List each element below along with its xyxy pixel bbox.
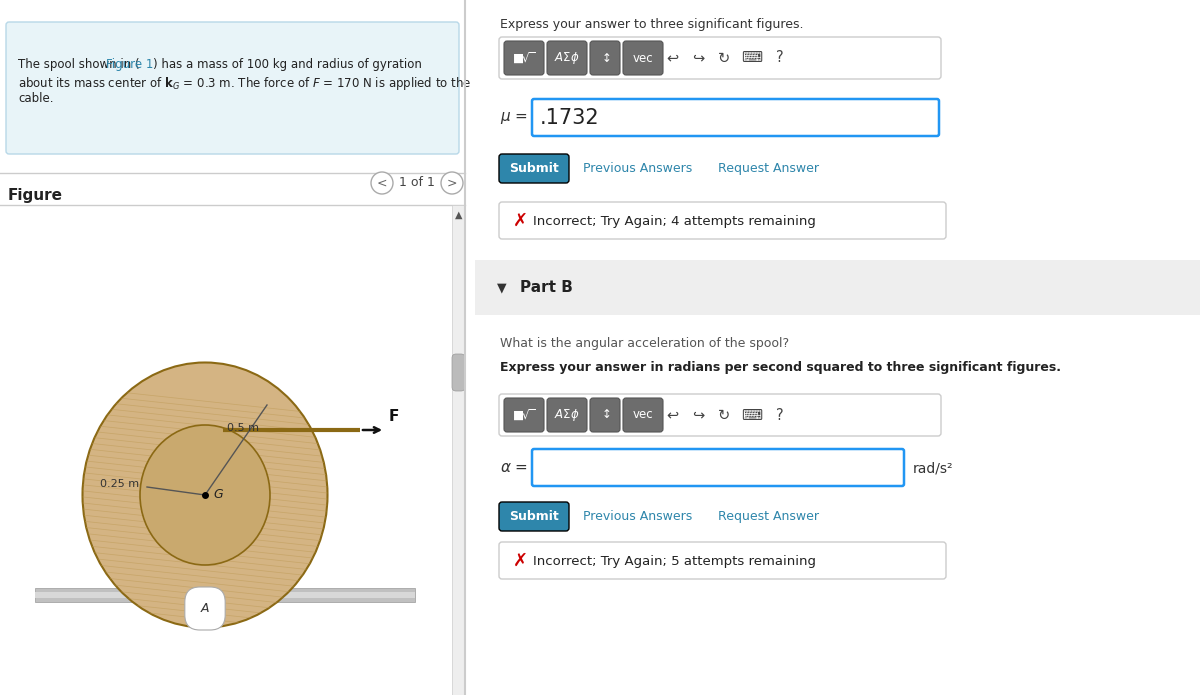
FancyBboxPatch shape xyxy=(590,41,620,75)
Text: ✗: ✗ xyxy=(514,552,528,570)
FancyBboxPatch shape xyxy=(6,22,458,154)
FancyBboxPatch shape xyxy=(623,398,662,432)
Text: ⌨: ⌨ xyxy=(742,407,762,423)
FancyBboxPatch shape xyxy=(504,41,544,75)
FancyBboxPatch shape xyxy=(547,398,587,432)
FancyBboxPatch shape xyxy=(499,542,946,579)
Text: 1 of 1: 1 of 1 xyxy=(400,177,434,190)
Text: $\updownarrow$: $\updownarrow$ xyxy=(599,409,611,421)
Bar xyxy=(35,592,415,598)
Text: Part B: Part B xyxy=(520,281,572,295)
Text: ▼: ▼ xyxy=(497,281,506,295)
FancyBboxPatch shape xyxy=(547,41,587,75)
FancyBboxPatch shape xyxy=(532,99,940,136)
Circle shape xyxy=(371,172,394,194)
Bar xyxy=(475,0,1200,695)
Bar xyxy=(475,315,1200,695)
Text: Express your answer in radians per second squared to three significant figures.: Express your answer in radians per secon… xyxy=(500,361,1061,374)
Text: $\blacksquare\!\sqrt{\,}$: $\blacksquare\!\sqrt{\,}$ xyxy=(512,51,535,65)
Bar xyxy=(452,205,466,695)
Text: ) has a mass of 100 kg and radius of gyration: ) has a mass of 100 kg and radius of gyr… xyxy=(154,58,422,71)
Bar xyxy=(35,588,415,602)
Text: ⌨: ⌨ xyxy=(742,51,762,65)
Text: 0.5 m: 0.5 m xyxy=(227,423,259,433)
FancyBboxPatch shape xyxy=(532,449,904,486)
Text: $G$: $G$ xyxy=(214,489,224,502)
Text: vec: vec xyxy=(632,409,653,421)
FancyBboxPatch shape xyxy=(499,394,941,436)
Text: $\blacksquare\!\sqrt{\,}$: $\blacksquare\!\sqrt{\,}$ xyxy=(512,407,535,423)
Text: What is the angular acceleration of the spool?: What is the angular acceleration of the … xyxy=(500,337,790,350)
FancyBboxPatch shape xyxy=(590,398,620,432)
Text: ↻: ↻ xyxy=(718,407,730,423)
Text: Figure 1: Figure 1 xyxy=(106,58,154,71)
Bar xyxy=(475,260,1200,315)
Text: Previous Answers: Previous Answers xyxy=(583,162,692,175)
Text: vec: vec xyxy=(632,51,653,65)
Text: $A\Sigma\phi$: $A\Sigma\phi$ xyxy=(554,50,580,66)
Text: ↪: ↪ xyxy=(692,407,704,423)
Text: $\mu$ =: $\mu$ = xyxy=(500,110,528,126)
Text: 0.25 m: 0.25 m xyxy=(100,479,139,489)
Text: >: > xyxy=(446,177,457,190)
Text: ↩: ↩ xyxy=(666,407,678,423)
Text: $A\Sigma\phi$: $A\Sigma\phi$ xyxy=(554,407,580,423)
Text: Incorrect; Try Again; 4 attempts remaining: Incorrect; Try Again; 4 attempts remaini… xyxy=(533,215,816,227)
Text: Previous Answers: Previous Answers xyxy=(583,510,692,523)
Circle shape xyxy=(442,172,463,194)
FancyBboxPatch shape xyxy=(499,502,569,531)
Text: about its mass center of $\mathbf{k}_G$ = 0.3 m. The force of $F$ = 170 N is app: about its mass center of $\mathbf{k}_G$ … xyxy=(18,75,472,92)
FancyBboxPatch shape xyxy=(499,37,941,79)
Ellipse shape xyxy=(83,363,328,628)
Text: The spool shown in (: The spool shown in ( xyxy=(18,58,139,71)
Text: $\alpha$ =: $\alpha$ = xyxy=(500,461,528,475)
Text: <: < xyxy=(377,177,388,190)
Text: cable.: cable. xyxy=(18,92,54,105)
Text: Figure: Figure xyxy=(8,188,64,203)
Text: Request Answer: Request Answer xyxy=(718,510,818,523)
Text: .1732: .1732 xyxy=(540,108,600,128)
Text: ✗: ✗ xyxy=(514,212,528,230)
Ellipse shape xyxy=(140,425,270,565)
Text: Submit: Submit xyxy=(509,510,559,523)
Text: rad/s²: rad/s² xyxy=(913,461,954,475)
Text: ▲: ▲ xyxy=(455,210,462,220)
Text: Request Answer: Request Answer xyxy=(718,162,818,175)
FancyBboxPatch shape xyxy=(499,202,946,239)
Text: ↩: ↩ xyxy=(666,51,678,65)
FancyBboxPatch shape xyxy=(452,354,466,391)
Text: ↻: ↻ xyxy=(718,51,730,65)
Text: ?: ? xyxy=(776,51,784,65)
Text: ↪: ↪ xyxy=(692,51,704,65)
Text: Incorrect; Try Again; 5 attempts remaining: Incorrect; Try Again; 5 attempts remaini… xyxy=(533,555,816,568)
Bar xyxy=(475,0,1200,290)
FancyBboxPatch shape xyxy=(623,41,662,75)
Text: $\mathbf{F}$: $\mathbf{F}$ xyxy=(388,408,400,424)
Text: Express your answer to three significant figures.: Express your answer to three significant… xyxy=(500,18,804,31)
FancyBboxPatch shape xyxy=(504,398,544,432)
Text: ?: ? xyxy=(776,407,784,423)
Text: $\updownarrow$: $\updownarrow$ xyxy=(599,51,611,65)
Text: Submit: Submit xyxy=(509,162,559,175)
Text: $A$: $A$ xyxy=(200,602,210,615)
FancyBboxPatch shape xyxy=(499,154,569,183)
